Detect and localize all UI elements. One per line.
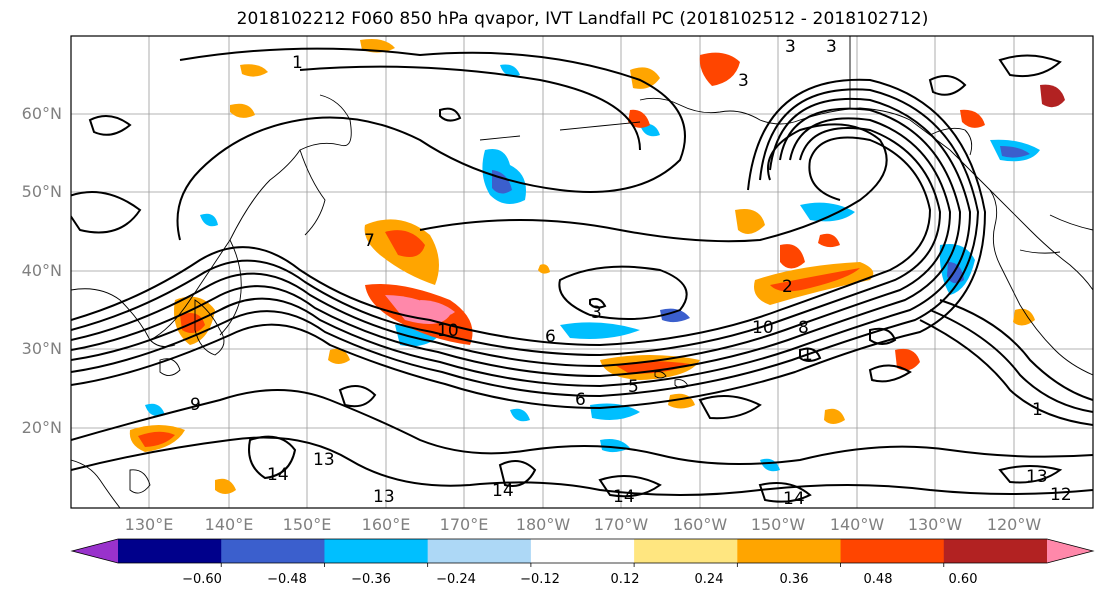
- colorbar-extend-min: [72, 539, 118, 563]
- colorbar-segment: [118, 539, 222, 563]
- lat-label-30n: 30°N: [21, 339, 62, 358]
- contour-label: 9: [190, 395, 201, 415]
- qvapor-shading: [129, 39, 1065, 494]
- contour-label: 13: [1026, 467, 1048, 487]
- colorbar-tick: −0.60: [182, 572, 222, 587]
- lon-label-130e: 130°E: [124, 515, 174, 534]
- lon-label-130w: 130°W: [907, 515, 963, 534]
- colorbar-tick: 0.12: [610, 572, 640, 587]
- contour-label: 14: [613, 487, 635, 507]
- colorbar-segment: [221, 539, 325, 563]
- lon-label-170w: 170°W: [593, 515, 649, 534]
- colorbar-tick: 0.24: [694, 572, 724, 587]
- lon-label-140e: 140°E: [204, 515, 254, 534]
- colorbar-segment: [737, 539, 842, 563]
- contour-label: 3: [785, 37, 796, 57]
- contour-label: 5: [628, 377, 639, 397]
- lon-label-180w: 180°W: [515, 515, 571, 534]
- colorbar-tick: 0.48: [863, 572, 893, 587]
- lon-label-160w: 160°W: [672, 515, 728, 534]
- colorbar-extend-max: [1047, 539, 1093, 563]
- lon-label-150e: 150°E: [282, 515, 332, 534]
- coastlines: [71, 36, 1093, 508]
- contour-label: 10: [437, 321, 459, 341]
- colorbar-tick: −0.48: [267, 572, 307, 587]
- contour-label: 3: [738, 71, 749, 91]
- lat-label-60n: 60°N: [21, 104, 62, 123]
- map-frame: [70, 35, 1094, 509]
- colorbar-segment: [427, 539, 532, 563]
- lat-label-20n: 20°N: [21, 418, 62, 437]
- contour-label: 14: [492, 481, 514, 501]
- colorbar-outline: [70, 538, 1095, 564]
- contour-label: 1: [1032, 400, 1043, 420]
- contour-label: 6: [575, 390, 586, 410]
- contour-label: 14: [783, 489, 805, 509]
- contour-label: 3: [826, 37, 837, 57]
- contour-label: 14: [267, 465, 289, 485]
- colorbar-segment: [943, 539, 1048, 563]
- ivt-contours: [71, 47, 1093, 503]
- colorbar-segment: [634, 539, 738, 563]
- lat-label-50n: 50°N: [21, 182, 62, 201]
- colorbar-tick: −0.12: [520, 572, 560, 587]
- lat-label-40n: 40°N: [21, 261, 62, 280]
- contour-label: 12: [1050, 485, 1072, 505]
- contour-label: 13: [373, 487, 395, 507]
- contour-label: 13: [313, 450, 335, 470]
- colorbar: [70, 538, 1095, 567]
- contour-label: 2: [782, 277, 793, 297]
- lon-label-150w: 150°W: [750, 515, 806, 534]
- colorbar-segment: [530, 539, 635, 563]
- contour-label: 1: [802, 345, 813, 365]
- colorbar-tick: 0.36: [779, 572, 809, 587]
- contour-label: 10: [752, 318, 774, 338]
- contour-label: 1: [292, 53, 303, 73]
- contour-label: 7: [364, 231, 375, 251]
- lon-label-160e: 160°E: [361, 515, 411, 534]
- map-title: 2018102212 F060 850 hPa qvapor, IVT Land…: [236, 9, 929, 29]
- colorbar-segment: [324, 539, 429, 563]
- contour-label: 6: [545, 327, 556, 347]
- lon-label-170e: 170°E: [439, 515, 489, 534]
- lon-label-120w: 120°W: [986, 515, 1042, 534]
- colorbar-segment: [840, 539, 945, 563]
- lon-label-140w: 140°W: [829, 515, 885, 534]
- contour-label: 8: [798, 318, 809, 338]
- colorbar-tick: −0.24: [436, 572, 476, 587]
- contour-label: 3: [591, 303, 602, 323]
- colorbar-tick: −0.36: [351, 572, 391, 587]
- colorbar-tick: 0.60: [948, 572, 978, 587]
